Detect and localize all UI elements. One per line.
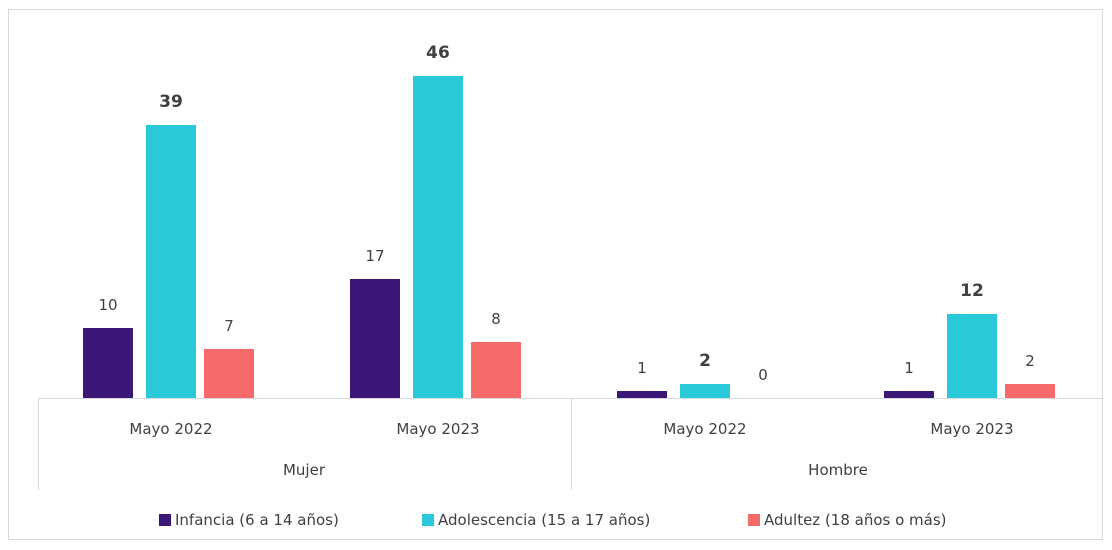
- bar-1-1: [83, 328, 133, 398]
- data-label-1-4: 1: [904, 359, 914, 377]
- legend: Infancia (6 a 14 años) Adolescencia (15 a…: [159, 511, 947, 529]
- bar-1-4: [884, 391, 934, 398]
- bar-3-4: [1005, 384, 1055, 398]
- data-label-2-3: 2: [699, 351, 711, 371]
- data-label-1-3: 1: [637, 359, 647, 377]
- bar-3-2: [471, 342, 521, 398]
- legend-label-3: Adultez (18 años o más): [764, 511, 947, 529]
- bar-2-2: [413, 76, 463, 398]
- data-label-3-4: 2: [1025, 352, 1035, 370]
- category-label-3: Mayo 2022: [663, 420, 746, 438]
- data-labels-layer: 10 17 1 1 39 46 2 12 7 8 0 2: [98, 43, 1034, 384]
- group-label-1: Mujer: [283, 461, 326, 479]
- data-label-2-1: 39: [159, 92, 183, 112]
- group-label-2: Hombre: [808, 461, 868, 479]
- bar-2-1: [146, 125, 196, 398]
- category-label-1: Mayo 2022: [129, 420, 212, 438]
- data-label-1-1: 10: [98, 296, 117, 314]
- data-label-3-2: 8: [491, 310, 501, 328]
- data-label-1-2: 17: [365, 247, 384, 265]
- category-label-4: Mayo 2023: [930, 420, 1013, 438]
- data-label-3-1: 7: [224, 317, 234, 335]
- bar-3-1: [204, 349, 254, 398]
- category-axis: Mayo 2022 Mayo 2023 Mayo 2022 Mayo 2023 Muje…: [38, 398, 1103, 490]
- bar-1-2: [350, 279, 400, 398]
- legend-label-2: Adolescencia (15 a 17 años): [438, 511, 650, 529]
- category-label-2: Mayo 2023: [396, 420, 479, 438]
- bar-2-4: [947, 314, 997, 398]
- bar-1-3: [617, 391, 667, 398]
- data-label-2-4: 12: [960, 281, 984, 301]
- bars-layer: [83, 76, 1055, 398]
- bar-2-3: [680, 384, 730, 398]
- legend-swatch-2: [422, 514, 434, 526]
- legend-swatch-1: [159, 514, 171, 526]
- legend-swatch-3: [748, 514, 760, 526]
- data-label-3-3: 0: [758, 366, 768, 384]
- legend-label-1: Infancia (6 a 14 años): [175, 511, 339, 529]
- data-label-2-2: 46: [426, 43, 450, 63]
